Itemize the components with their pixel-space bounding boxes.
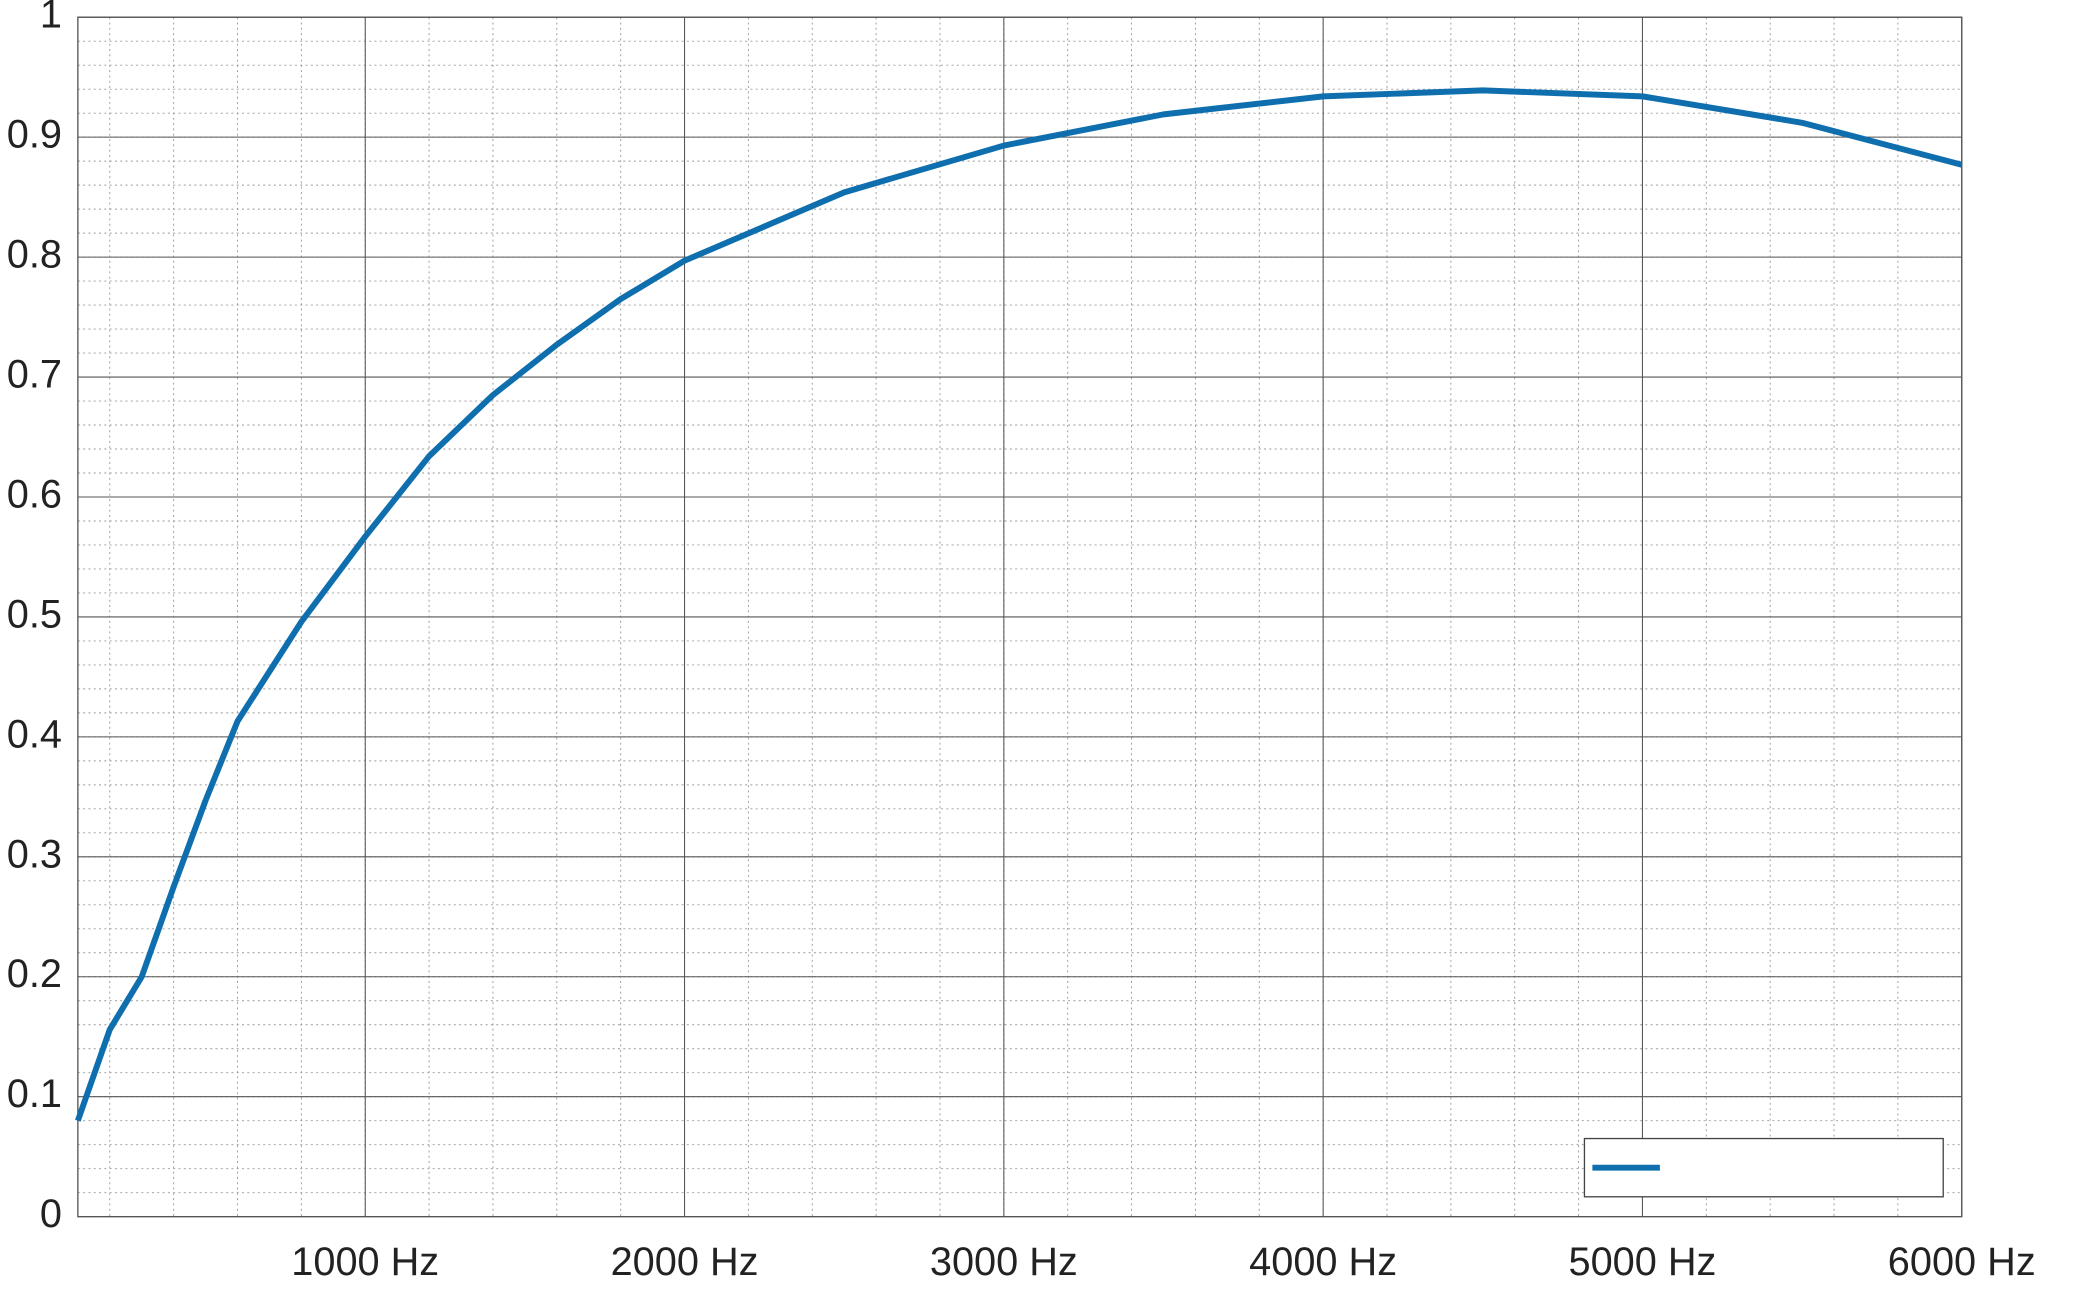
y-tick-label: 1 [40,0,62,37]
x-tick-label: 3000 Hz [930,1240,1078,1284]
line-series [75,87,1963,1122]
y-tick-label: 0.9 [7,113,62,157]
legend [1583,1137,1944,1198]
y-tick-label: 0 [40,1192,62,1236]
x-tick-label: 1000 Hz [291,1240,439,1284]
plot-frame [77,16,1963,1218]
y-tick-label: 0.2 [7,952,62,996]
x-tick-label: 4000 Hz [1249,1240,1397,1284]
x-tick-label: 5000 Hz [1569,1240,1717,1284]
x-tick-label: 6000 Hz [1888,1240,2036,1284]
y-tick-label: 0.7 [7,353,62,397]
y-tick-label: 0.5 [7,592,62,636]
y-tick-label: 0.8 [7,233,62,277]
y-tick-label: 0.6 [7,472,62,516]
grid [77,16,1963,1218]
y-tick-label: 0.3 [7,832,62,876]
x-tick-label: 2000 Hz [611,1240,759,1284]
y-tick-label: 0.4 [7,712,62,756]
y-tick-label: 0.1 [7,1072,62,1116]
